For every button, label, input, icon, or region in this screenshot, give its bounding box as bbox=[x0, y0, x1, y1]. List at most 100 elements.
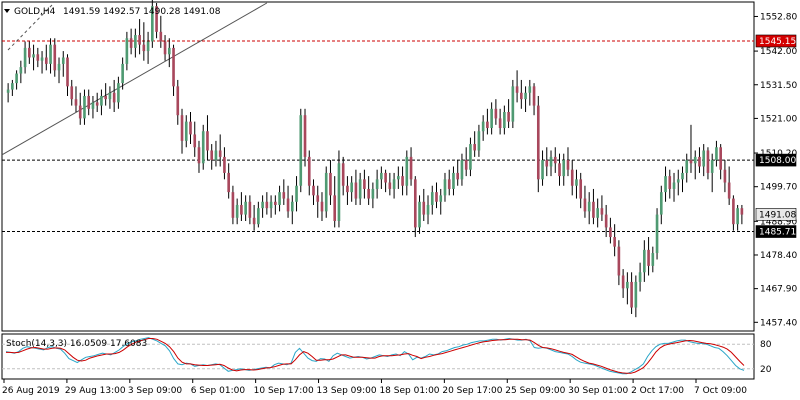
candle bbox=[702, 144, 706, 177]
candle-body-bull bbox=[702, 150, 706, 167]
candle-body-bear bbox=[172, 47, 175, 87]
candle-body-bear bbox=[613, 237, 616, 247]
price-axis: 1552.801542.001531.501521.001510.201499.… bbox=[754, 12, 797, 328]
candle bbox=[252, 204, 256, 231]
candle bbox=[558, 153, 561, 186]
collapse-triangle-icon[interactable] bbox=[4, 9, 10, 13]
candle-body-bull bbox=[634, 281, 638, 308]
candle bbox=[643, 240, 646, 282]
candle bbox=[121, 57, 124, 90]
candle-body-bear bbox=[286, 198, 290, 212]
level-tag: 1485.71 bbox=[759, 228, 796, 238]
trendlines[interactable] bbox=[1, 2, 268, 156]
candle-body-bear bbox=[197, 147, 201, 164]
candle bbox=[520, 79, 523, 109]
candle-body-bull bbox=[736, 208, 739, 225]
candle-body-bear bbox=[363, 179, 366, 189]
candle-body-bull bbox=[350, 182, 353, 193]
candle-body-bear bbox=[570, 169, 574, 186]
candle bbox=[490, 102, 493, 135]
candle-body-bull bbox=[511, 86, 515, 122]
candle-body-bull bbox=[11, 83, 14, 90]
candle-body-bull bbox=[380, 172, 383, 180]
candle-body-bear bbox=[689, 160, 693, 164]
candle bbox=[507, 99, 510, 129]
time-tick-label: 25 Sep 09:00 bbox=[505, 386, 565, 396]
candle-body-bear bbox=[206, 131, 209, 151]
candle bbox=[354, 169, 358, 205]
candle-body-bull bbox=[392, 179, 396, 189]
candle-body-bear bbox=[210, 150, 214, 161]
candle-body-bear bbox=[53, 44, 57, 71]
candle bbox=[125, 31, 129, 71]
candle bbox=[549, 150, 553, 177]
candle-body-bull bbox=[426, 204, 430, 215]
candle bbox=[201, 124, 205, 170]
candle-body-bull bbox=[477, 131, 481, 151]
price-tick-label: 1467.90 bbox=[760, 285, 797, 295]
candle bbox=[413, 176, 417, 238]
candle-body-bull bbox=[15, 73, 18, 84]
symbol-label: GOLD,H4 bbox=[14, 7, 56, 17]
candle-body-bear bbox=[422, 201, 426, 215]
candle-body-bear bbox=[600, 208, 604, 215]
level-tag-bg bbox=[755, 225, 797, 238]
candle-body-bear bbox=[630, 281, 633, 308]
stoch-signal-line bbox=[6, 338, 745, 374]
candle bbox=[320, 192, 324, 221]
trendline[interactable] bbox=[1, 2, 268, 156]
candle bbox=[197, 140, 201, 173]
candle-body-bear bbox=[346, 185, 349, 193]
candle bbox=[312, 179, 315, 205]
price-tick-label: 1531.50 bbox=[760, 81, 797, 91]
price-tick-label: 1488.90 bbox=[760, 217, 797, 227]
candle bbox=[240, 192, 243, 221]
candle-body-bear bbox=[354, 182, 358, 199]
candle-body-bear bbox=[604, 214, 608, 228]
candle bbox=[193, 121, 197, 157]
candle-body-bear bbox=[112, 92, 116, 103]
candle-body-bull bbox=[452, 172, 455, 189]
candle-body-bull bbox=[439, 195, 443, 202]
level-tag-bg bbox=[755, 34, 797, 48]
candle-body-bull bbox=[490, 108, 493, 129]
candle bbox=[596, 198, 599, 228]
candle bbox=[295, 176, 298, 212]
candle-body-bear bbox=[240, 204, 243, 215]
candle-body-bull bbox=[664, 176, 667, 193]
candle bbox=[32, 44, 35, 71]
candle-body-bull bbox=[358, 179, 362, 199]
price-tick-label: 1499.70 bbox=[760, 183, 797, 193]
candle-body-bull bbox=[6, 89, 10, 93]
candle bbox=[401, 166, 404, 196]
candle bbox=[159, 15, 163, 48]
candle-body-bear bbox=[87, 95, 91, 109]
candle bbox=[350, 176, 353, 202]
candle bbox=[583, 185, 587, 218]
candle-body-bear bbox=[536, 105, 540, 180]
candle-body-bear bbox=[312, 185, 315, 196]
candle-body-bear bbox=[28, 47, 31, 58]
candle-body-bear bbox=[155, 6, 158, 32]
candle-body-bear bbox=[104, 95, 107, 100]
candle bbox=[28, 41, 31, 64]
candle-body-bull bbox=[83, 95, 86, 119]
candle-body-bull bbox=[375, 179, 379, 189]
channel-line-dashed[interactable] bbox=[7, 4, 53, 51]
candle bbox=[155, 3, 158, 39]
candle-body-bull bbox=[100, 95, 103, 106]
candle-body-bull bbox=[528, 86, 532, 93]
candle bbox=[91, 95, 95, 119]
candle-body-bear bbox=[413, 179, 417, 228]
candle-body-bull bbox=[184, 121, 188, 141]
candle bbox=[740, 204, 744, 225]
time-tick-label: 7 Oct 09:00 bbox=[694, 386, 747, 396]
candle bbox=[727, 166, 731, 205]
candle-body-bull bbox=[295, 185, 298, 202]
candle bbox=[303, 108, 307, 167]
price-tick-label: 1542.00 bbox=[760, 47, 797, 57]
candle bbox=[108, 86, 112, 109]
candle bbox=[397, 166, 400, 189]
candle-body-bull bbox=[541, 160, 544, 180]
